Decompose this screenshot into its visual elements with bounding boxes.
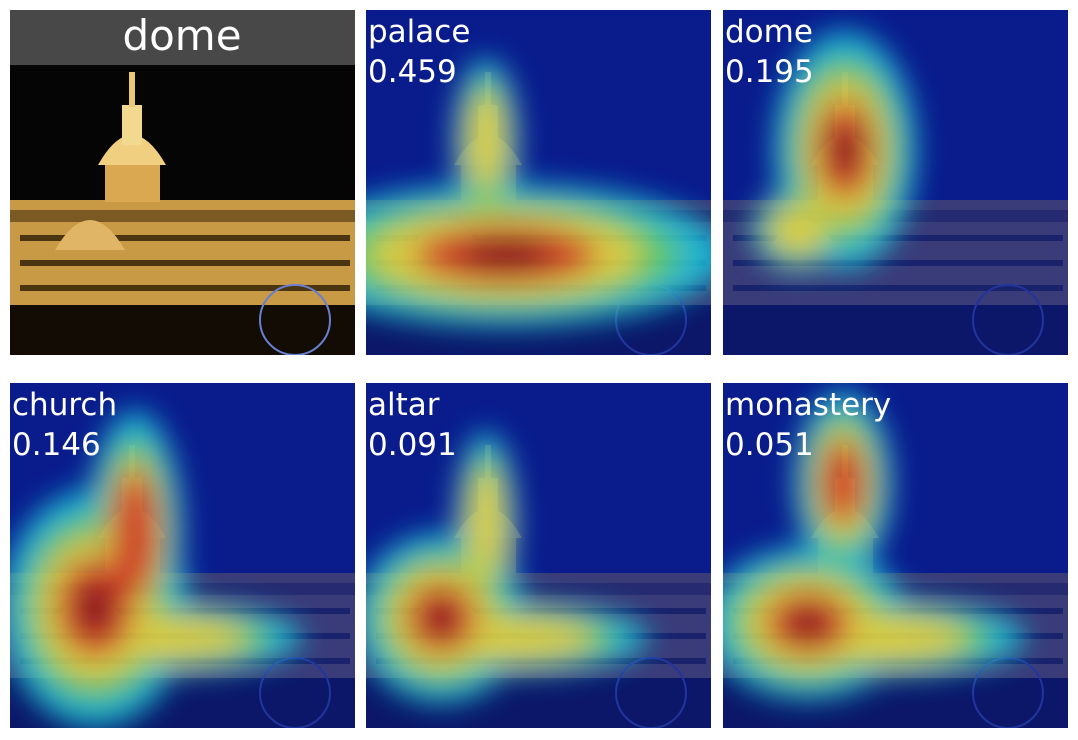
heat-blob [460, 240, 552, 270]
heatmap-panel: altar 0.091 [366, 383, 711, 728]
heat-blob [820, 441, 866, 525]
heatmap-panel: monastery 0.051 [723, 383, 1068, 728]
heatmap [752, 31, 917, 271]
class-label: dome [725, 14, 813, 50]
class-score: 0.051 [725, 427, 814, 463]
class-score: 0.091 [368, 427, 457, 463]
heat-blob [830, 125, 860, 175]
heatmap [10, 410, 303, 727]
heat-blob [75, 583, 115, 633]
class-label: church [12, 387, 117, 423]
heat-blob [110, 470, 160, 596]
heat-blob [465, 89, 507, 191]
heatmap-panel: dome 0.195 [723, 10, 1068, 355]
class-label: altar [368, 387, 440, 423]
heatmap [723, 391, 1026, 700]
heatmap-panel: palace 0.459 [366, 10, 711, 355]
heat-blob [467, 466, 505, 580]
heat-blob [769, 204, 827, 256]
heatmap [366, 58, 711, 327]
class-label: monastery [725, 387, 891, 423]
heat-blob [787, 607, 829, 639]
original-image: dome [10, 10, 355, 355]
class-label: palace [368, 14, 470, 50]
class-score: 0.195 [725, 54, 814, 90]
class-score: 0.146 [12, 427, 101, 463]
original-label: dome [122, 11, 241, 60]
heatmap-panel: church 0.146 [10, 383, 355, 728]
heat-blob [423, 600, 459, 636]
class-score: 0.459 [368, 54, 457, 90]
heatmap [366, 431, 649, 703]
